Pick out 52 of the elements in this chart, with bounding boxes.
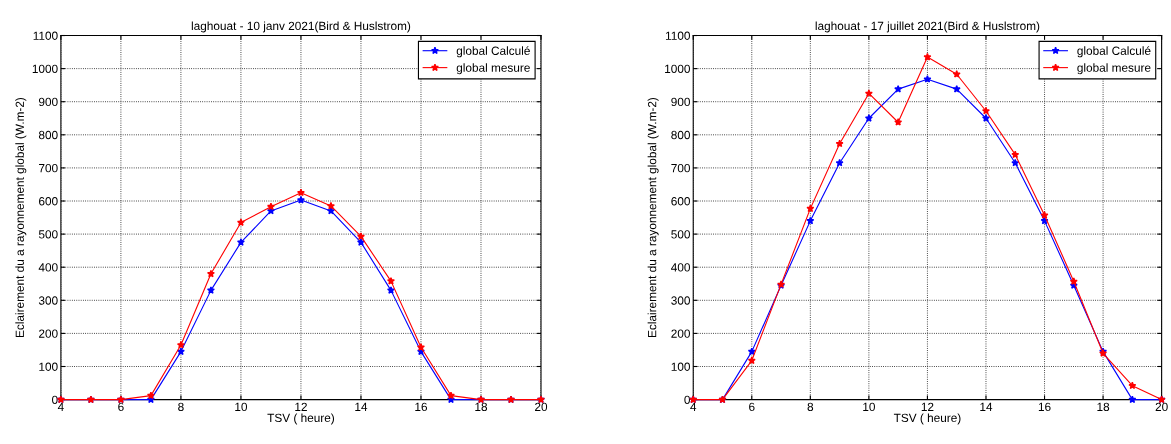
y-axis-title: Eclairement du a rayonnement global (W.m-2) xyxy=(647,97,659,337)
legend-label: global Calculé xyxy=(456,46,530,58)
y-tick-label: 300 xyxy=(671,296,690,305)
y-tick-label: 400 xyxy=(671,263,690,272)
chart-title: laghouat - 17 juillet 2021(Bird & Huslstrom) xyxy=(815,21,1040,33)
y-tick-label: 500 xyxy=(38,230,58,239)
y-tick-label: 400 xyxy=(38,263,58,272)
x-tick-label: 4 xyxy=(57,402,64,411)
x-tick-label: 20 xyxy=(1155,402,1168,412)
x-tick-label: 8 xyxy=(807,402,814,412)
y-tick-label: 100 xyxy=(671,362,690,371)
y-tick-label: 0 xyxy=(684,395,690,404)
legend-label: global mesure xyxy=(1077,63,1151,75)
x-tick-label: 12 xyxy=(921,402,934,411)
x-tick-label: 18 xyxy=(1097,402,1110,412)
x-tick-label: 14 xyxy=(355,402,368,411)
y-axis-title: Eclairement du a rayonnement global (W.m-2) xyxy=(15,97,27,337)
y-tick-label: 1100 xyxy=(33,31,58,40)
y-tick-label: 300 xyxy=(38,296,58,305)
y-tick-label: 800 xyxy=(671,130,690,140)
legend-label: global mesure xyxy=(456,63,530,75)
x-tick-label: 18 xyxy=(475,402,488,412)
x-axis-title: TSV ( heure) xyxy=(893,413,961,425)
x-axis-title: TSV ( heure) xyxy=(267,413,334,425)
y-tick-label: 600 xyxy=(671,197,690,206)
y-tick-label: 1000 xyxy=(32,64,58,74)
chart-title: laghouat - 10 janv 2021(Bird & Huslstrom) xyxy=(191,21,411,33)
x-tick-label: 20 xyxy=(535,402,548,412)
x-tick-label: 6 xyxy=(118,402,124,412)
y-tick-label: 700 xyxy=(39,163,58,173)
y-tick-label: 100 xyxy=(39,362,58,371)
y-tick-label: 900 xyxy=(671,97,690,107)
y-tick-label: 200 xyxy=(671,329,690,338)
legend-label: global Calculé xyxy=(1077,46,1151,58)
y-tick-label: 700 xyxy=(671,163,690,173)
x-tick-label: 16 xyxy=(415,402,428,412)
x-tick-label: 10 xyxy=(235,402,248,412)
y-tick-label: 800 xyxy=(38,130,58,140)
x-tick-label: 12 xyxy=(295,402,307,411)
x-tick-label: 10 xyxy=(863,402,875,412)
y-tick-label: 1100 xyxy=(665,31,690,40)
y-tick-label: 600 xyxy=(39,197,58,206)
y-tick-label: 500 xyxy=(671,230,690,239)
x-tick-label: 4 xyxy=(690,402,697,411)
y-tick-label: 0 xyxy=(52,395,58,404)
y-tick-label: 200 xyxy=(39,329,58,338)
x-tick-label: 8 xyxy=(178,402,184,412)
x-tick-label: 14 xyxy=(980,402,993,411)
x-tick-label: 6 xyxy=(749,402,755,412)
y-tick-label: 900 xyxy=(38,97,58,107)
x-tick-label: 16 xyxy=(1038,402,1051,412)
y-tick-label: 1000 xyxy=(665,64,690,74)
